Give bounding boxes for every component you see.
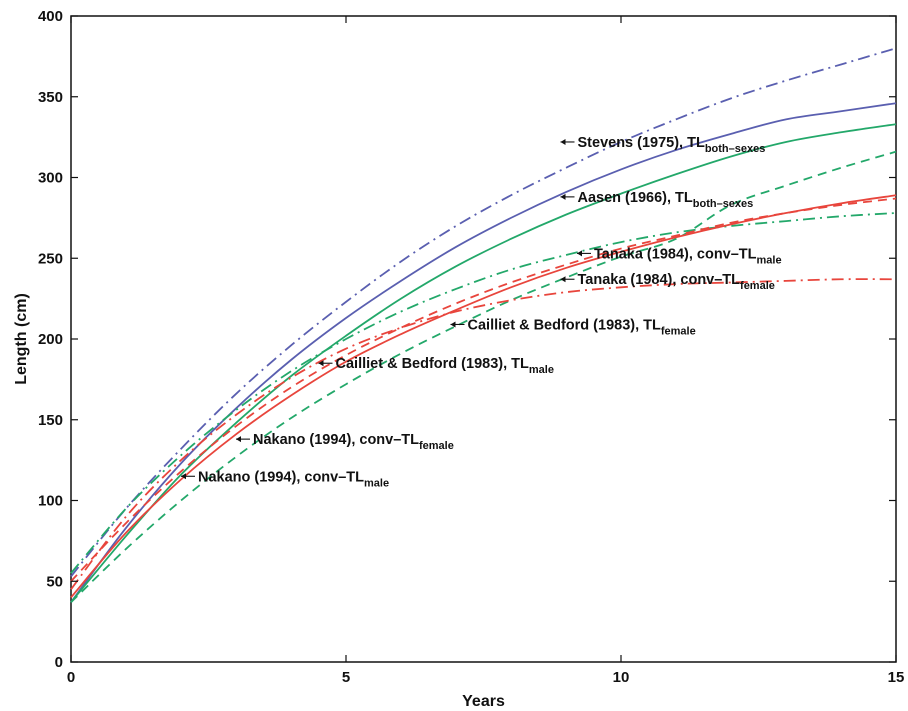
y-tick-label: 200	[38, 331, 63, 348]
x-tick-label: 15	[888, 669, 905, 686]
annotation-label-subscript: male	[757, 254, 782, 266]
annotation-label-subscript: female	[740, 280, 775, 292]
annotation-label-subscript: female	[419, 440, 454, 452]
annotation-label-subscript: both–sexes	[705, 143, 766, 155]
y-tick-label: 400	[38, 8, 63, 25]
arrow-left-icon	[181, 473, 186, 480]
x-tick-label: 0	[67, 669, 75, 686]
annotation-label: Stevens (1975), TLboth–sexes	[578, 135, 766, 155]
annotation-label-subscript: male	[364, 477, 389, 489]
annotation-label-main: Stevens (1975), TL	[578, 135, 705, 151]
ann-cailliet-female: Cailliet & Bedford (1983), TLfemale	[450, 317, 696, 337]
series-line-red-solid	[70, 194, 897, 598]
series-line-green-dashdot	[70, 212, 897, 574]
annotation-label: Cailliet & Bedford (1983), TLfemale	[468, 317, 696, 337]
ann-nakano-female: Nakano (1994), conv–TLfemale	[236, 432, 454, 452]
y-tick-label: 0	[55, 654, 63, 671]
y-tick-label: 50	[46, 573, 63, 590]
ann-nakano-male: Nakano (1994), conv–TLmale	[181, 469, 389, 489]
arrow-left-icon	[318, 360, 324, 367]
y-tick-label: 100	[38, 493, 63, 510]
y-tick-label: 150	[38, 412, 63, 429]
y-tick-label: 350	[38, 89, 63, 106]
annotation-label-subscript: male	[529, 364, 554, 376]
arrow-left-icon	[560, 276, 566, 283]
annotation-label: Nakano (1994), conv–TLfemale	[253, 432, 454, 452]
x-tick-label: 10	[613, 669, 630, 686]
arrow-left-icon	[577, 250, 582, 257]
annotation-label-subscript: female	[661, 325, 696, 337]
annotation-label-main: Aasen (1966), TL	[578, 190, 693, 206]
series-line-green-dashed	[70, 150, 897, 603]
annotation-label-main: Cailliet & Bedford (1983), TL	[468, 317, 662, 333]
series-line-aasen	[70, 102, 897, 603]
arrow-left-icon	[450, 321, 456, 328]
annotation-label-main: Tanaka (1984), conv–TL	[578, 272, 741, 288]
ann-stevens: Stevens (1975), TLboth–sexes	[560, 135, 766, 155]
arrow-left-icon	[560, 138, 566, 145]
series-line-red-dashdot	[70, 278, 897, 590]
y-tick-label: 300	[38, 170, 63, 187]
annotation-label: Tanaka (1984), conv–TLfemale	[578, 272, 775, 292]
annotation-label: Aasen (1966), TLboth–sexes	[578, 190, 754, 210]
ann-aasen: Aasen (1966), TLboth–sexes	[560, 190, 754, 210]
ann-cailliet-male: Cailliet & Bedford (1983), TLmale	[318, 356, 554, 376]
annotation-label-main: Cailliet & Bedford (1983), TL	[336, 356, 530, 372]
ann-tanaka-male: Tanaka (1984), conv–TLmale	[577, 246, 782, 266]
arrow-left-icon	[560, 193, 566, 200]
series-layer	[70, 47, 897, 603]
ann-tanaka-female: Tanaka (1984), conv–TLfemale	[560, 272, 775, 292]
plot-frame	[70, 15, 897, 663]
annotation-label: Tanaka (1984), conv–TLmale	[594, 246, 782, 266]
annotation-label-main: Tanaka (1984), conv–TL	[594, 246, 757, 262]
arrow-left-icon	[236, 436, 241, 443]
annotation-label-main: Nakano (1994), conv–TL	[198, 469, 364, 485]
annotation-label: Cailliet & Bedford (1983), TLmale	[336, 356, 554, 376]
x-axis-title: Years	[462, 693, 505, 710]
annotation-label-main: Nakano (1994), conv–TL	[253, 432, 419, 448]
x-tick-label: 5	[342, 669, 350, 686]
series-line-green-solid	[70, 123, 897, 603]
y-tick-label: 250	[38, 250, 63, 267]
annotation-label: Nakano (1994), conv–TLmale	[198, 469, 389, 489]
plot-area	[70, 15, 897, 663]
series-line-stevens	[70, 47, 897, 577]
annotation-label-subscript: both–sexes	[693, 198, 754, 210]
y-axis-title: Length (cm)	[13, 293, 30, 385]
